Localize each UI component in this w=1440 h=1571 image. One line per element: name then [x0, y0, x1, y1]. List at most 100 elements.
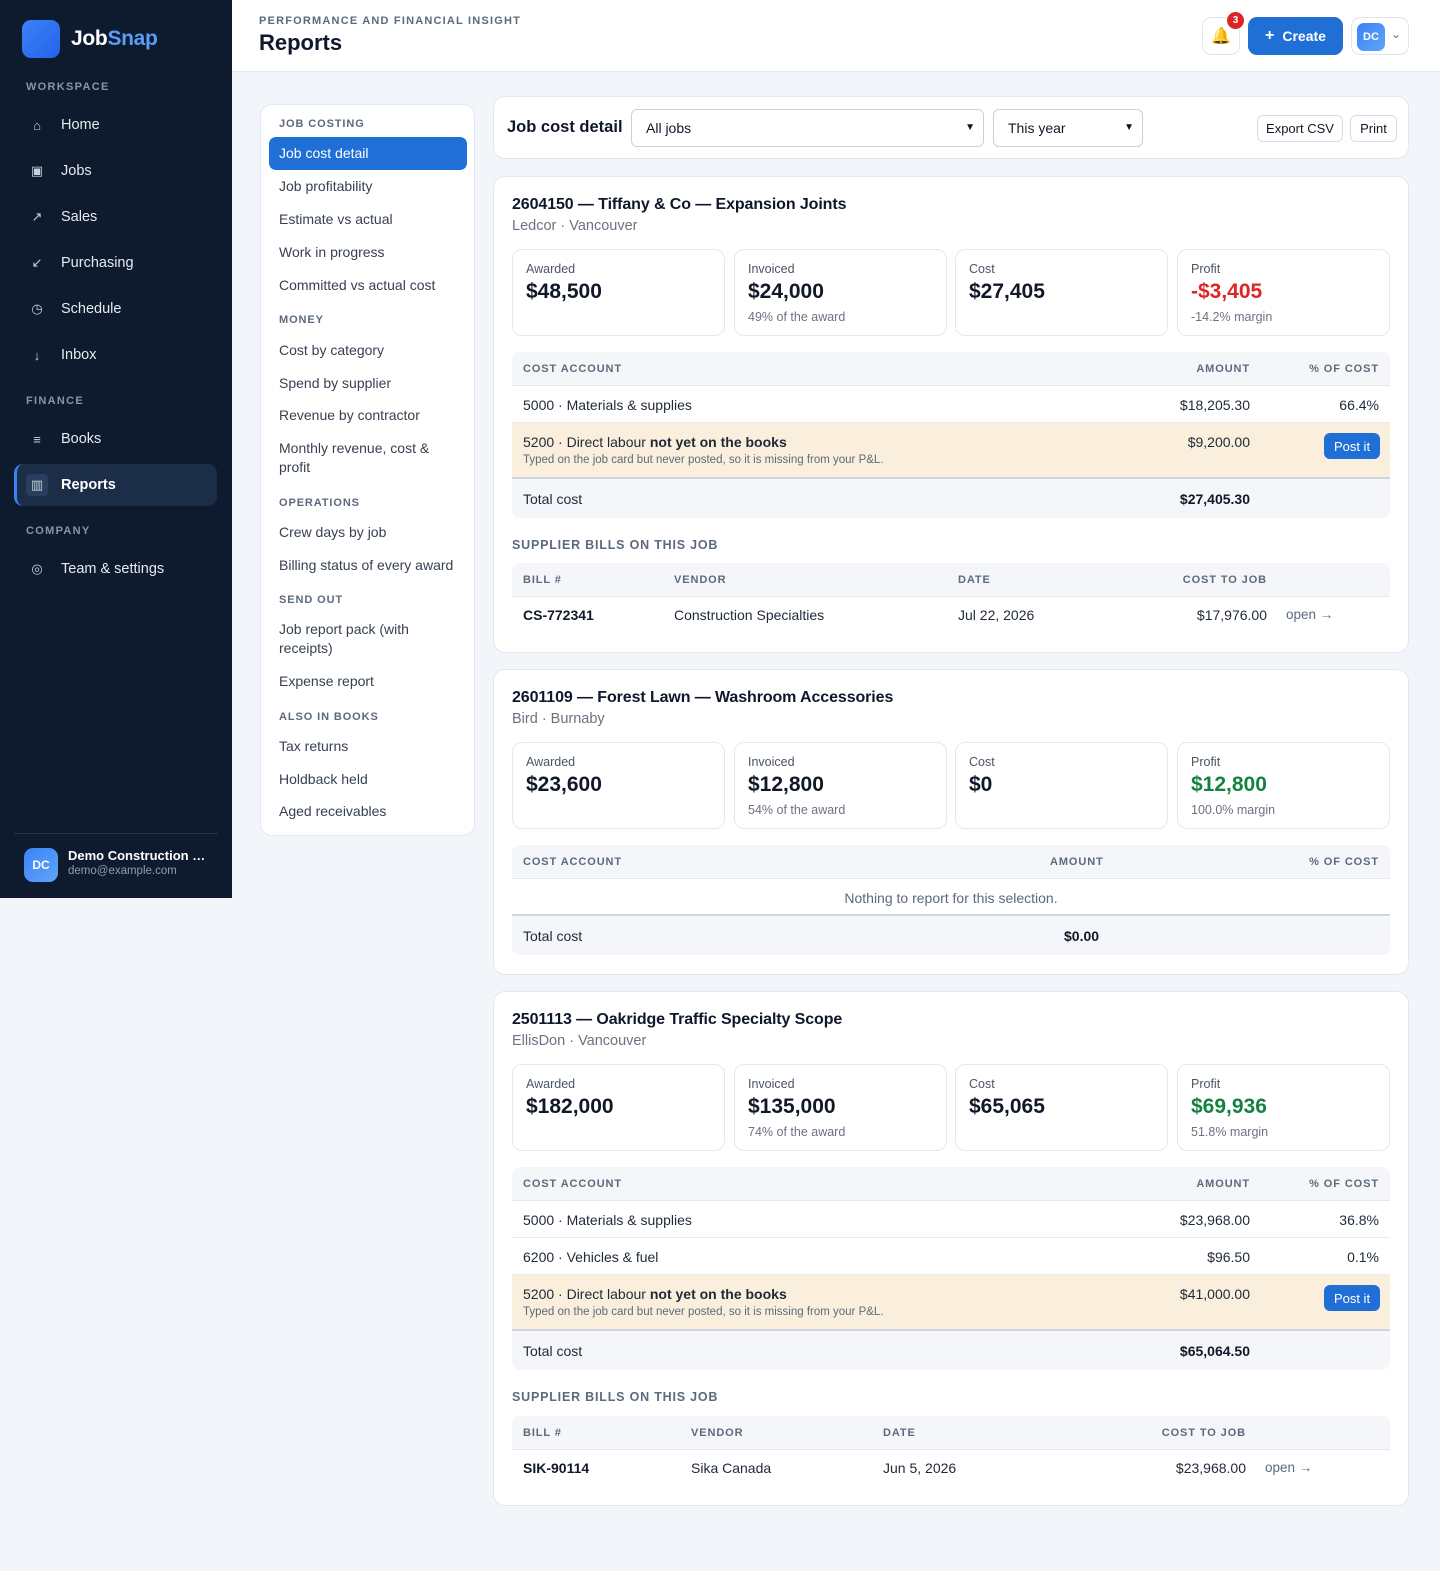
open-bill-link[interactable]: open →	[1265, 1460, 1313, 1475]
notification-count-badge: 3	[1227, 12, 1244, 29]
company-name: Demo Construction Ltd.	[68, 848, 208, 863]
report-link-spend-by-supplier[interactable]: Spend by supplier	[279, 375, 392, 391]
brand-name: JobSnap	[71, 27, 158, 50]
report-link-expense-report[interactable]: Expense report	[279, 673, 374, 689]
table-row: 6200 · Vehicles & fuel $96.50 0.1%	[512, 1238, 1390, 1275]
user-menu-button[interactable]: DC ⌄	[1351, 17, 1409, 55]
open-bill-link[interactable]: open →	[1286, 607, 1334, 622]
sidebar-item-reports[interactable]: ▥ Reports	[14, 464, 217, 506]
not-on-books-flag: not yet on the books	[649, 1286, 787, 1302]
sidebar-item-sales[interactable]: ↗ Sales	[14, 196, 217, 238]
kpi-note: 100.0% margin	[1191, 803, 1276, 817]
report-link-estimate-vs-actual[interactable]: Estimate vs actual	[279, 211, 393, 227]
total-label: Total cost	[523, 928, 583, 944]
report-link-cost-by-category[interactable]: Cost by category	[279, 342, 385, 358]
table-header: BILL # VENDOR DATE COST TO JOB	[512, 563, 1390, 597]
not-on-books-flag: not yet on the books	[649, 434, 787, 450]
report-link-billing-status[interactable]: Billing status of every award	[279, 557, 454, 573]
supplier-bills-table: BILL # VENDOR DATE COST TO JOB SIK-90114…	[512, 1416, 1390, 1486]
settings-icon: ◎	[31, 561, 43, 576]
empty-message: Nothing to report for this selection.	[844, 890, 1058, 906]
bill-number: CS-772341	[523, 607, 594, 623]
sidebar-item-home[interactable]: ⌂ Home	[14, 104, 217, 146]
period-select-value: This year	[1008, 120, 1066, 136]
column-header: VENDOR	[691, 1427, 744, 1439]
brand-logo-icon	[22, 20, 60, 58]
cost-account-table: COST ACCOUNT AMOUNT % OF COST 5000 · Mat…	[512, 352, 1390, 518]
brand[interactable]: JobSnap	[22, 20, 158, 58]
top-bar: PERFORMANCE AND FINANCIAL INSIGHT Report…	[232, 0, 1440, 72]
kpi-note: 54% of the award	[748, 803, 846, 817]
sidebar-section-workspace: WORKSPACE	[26, 81, 110, 93]
sales-icon: ↗	[31, 209, 43, 224]
kpi-label: Cost	[969, 262, 995, 276]
supplier-bills-table: BILL # VENDOR DATE COST TO JOB CS-772341…	[512, 563, 1390, 633]
kpi-awarded: Awarded $23,600	[512, 742, 725, 829]
column-header: BILL #	[523, 574, 562, 586]
report-link-job-cost-detail[interactable]: Job cost detail	[269, 137, 467, 170]
sidebar-item-label: Reports	[61, 477, 116, 493]
job-title: 2604150 — Tiffany & Co — Expansion Joint…	[512, 196, 847, 213]
notifications-button[interactable]: 🔔 3	[1202, 12, 1244, 55]
column-header: AMOUNT	[1050, 856, 1104, 868]
job-subtitle: EllisDon · Vancouver	[512, 1033, 647, 1049]
sidebar-item-inbox[interactable]: ↓ Inbox	[14, 334, 217, 376]
kpi-label: Cost	[969, 1077, 995, 1091]
report-link-job-report-pack[interactable]: Job report pack (with receipts)	[279, 621, 409, 656]
sidebar-item-schedule[interactable]: ◷ Schedule	[14, 288, 217, 330]
report-link-holdback-held[interactable]: Holdback held	[279, 771, 368, 787]
kpi-note: -14.2% margin	[1191, 310, 1273, 324]
report-link-tax-returns[interactable]: Tax returns	[279, 738, 349, 754]
plus-icon: +	[1265, 27, 1275, 44]
cost-amount: $96.50	[1207, 1249, 1250, 1265]
post-it-button[interactable]: Post it	[1324, 433, 1380, 459]
jobs-select[interactable]: All jobs ▼	[631, 109, 984, 147]
report-link-aged-receivables[interactable]: Aged receivables	[279, 803, 387, 819]
sidebar-section-company: COMPANY	[26, 525, 91, 537]
bill-date: Jul 22, 2026	[958, 607, 1035, 623]
home-icon: ⌂	[33, 117, 41, 133]
cost-account: 5200 · Direct labour not yet on the book…	[523, 1286, 787, 1302]
kpi-invoiced: Invoiced $135,000 74% of the award	[734, 1064, 947, 1151]
bill-amount: $23,968.00	[1175, 1460, 1246, 1476]
kpi-value: $69,936	[1191, 1095, 1267, 1118]
report-link-work-in-progress[interactable]: Work in progress	[279, 244, 385, 260]
sidebar-item-jobs[interactable]: ▣ Jobs	[14, 150, 217, 192]
report-link-job-profitability[interactable]: Job profitability	[279, 178, 373, 194]
sidebar-item-team-settings[interactable]: ◎ Team & settings	[14, 548, 217, 590]
report-nav: JOB COSTING Job cost detail Job profitab…	[260, 104, 475, 836]
print-button[interactable]: Print	[1350, 115, 1397, 142]
kpi-value: $65,065	[969, 1095, 1045, 1118]
report-link-monthly-revenue[interactable]: Monthly revenue, cost & profit	[279, 440, 430, 475]
kpi-value: $27,405	[969, 280, 1045, 303]
sidebar-item-purchasing[interactable]: ↙ Purchasing	[14, 242, 217, 284]
bill-date: Jun 5, 2026	[883, 1460, 957, 1476]
post-it-button[interactable]: Post it	[1324, 1285, 1380, 1311]
report-link-crew-days[interactable]: Crew days by job	[279, 524, 387, 540]
kpi-cost: Cost $0	[955, 742, 1168, 829]
column-header: % OF COST	[1309, 1178, 1379, 1190]
report-link-revenue-by-contractor[interactable]: Revenue by contractor	[279, 407, 420, 423]
sidebar-item-label: Schedule	[61, 301, 122, 317]
cost-account: 6200 · Vehicles & fuel	[523, 1249, 659, 1265]
kpi-label: Awarded	[526, 755, 576, 769]
create-button[interactable]: + Create	[1248, 17, 1343, 55]
column-header: COST TO JOB	[1182, 574, 1267, 586]
export-csv-button[interactable]: Export CSV	[1257, 115, 1343, 142]
kpi-value: $12,800	[748, 773, 824, 796]
kpi-value: $48,500	[526, 280, 602, 303]
unposted-note: Typed on the job card but never posted, …	[523, 1306, 884, 1318]
kpi-label: Awarded	[526, 262, 576, 276]
sidebar-section-finance: FINANCE	[26, 395, 84, 407]
bill-vendor: Construction Specialties	[674, 607, 825, 623]
sidebar-item-books[interactable]: ≡ Books	[14, 418, 217, 460]
kpi-label: Invoiced	[748, 1077, 795, 1091]
inbox-icon: ↓	[33, 347, 41, 363]
avatar: DC	[1357, 23, 1385, 51]
kpi-awarded: Awarded $182,000	[512, 1064, 725, 1151]
period-select[interactable]: This year ▼	[993, 109, 1143, 147]
account-switcher[interactable]: DC Demo Construction Ltd. demo@example.c…	[14, 833, 218, 898]
cost-percent: 36.8%	[1339, 1212, 1379, 1228]
report-link-committed-vs-actual[interactable]: Committed vs actual cost	[279, 277, 436, 293]
total-value: $65,064.50	[1179, 1343, 1250, 1359]
